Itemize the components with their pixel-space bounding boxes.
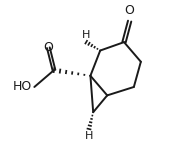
Text: H: H [85,131,93,141]
Text: H: H [82,30,90,40]
Text: HO: HO [13,80,32,93]
Text: O: O [125,4,135,17]
Text: O: O [43,41,53,54]
